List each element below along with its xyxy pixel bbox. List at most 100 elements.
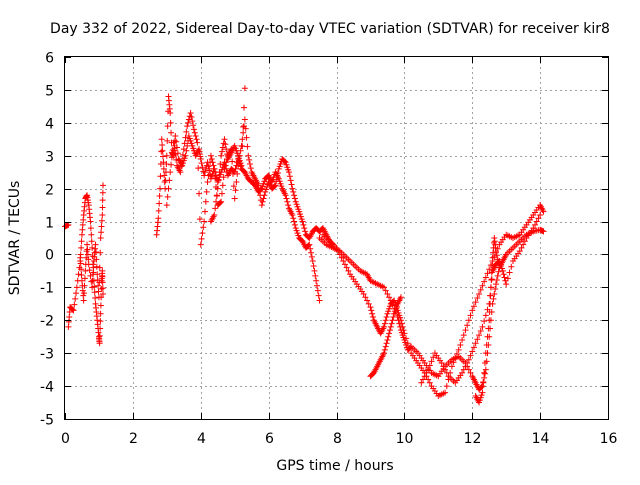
- y-tick-label: 0: [45, 248, 54, 264]
- data-point: [73, 290, 80, 297]
- data-point: [98, 229, 105, 236]
- data-point: [382, 287, 389, 294]
- data-point: [312, 272, 319, 279]
- data-point: [369, 310, 376, 317]
- data-point: [476, 290, 483, 297]
- x-tick-label: 4: [197, 431, 206, 447]
- data-point: [230, 183, 237, 190]
- data-point: [386, 294, 393, 301]
- data-point: [443, 369, 450, 376]
- data-point: [272, 182, 279, 189]
- x-tick-label: 8: [333, 431, 342, 447]
- data-point: [477, 286, 484, 293]
- data-point: [223, 146, 230, 153]
- data-point: [460, 332, 467, 339]
- data-point: [155, 215, 162, 222]
- data-point: [157, 173, 164, 180]
- data-point: [407, 344, 414, 351]
- data-point: [482, 350, 489, 357]
- data-point: [241, 104, 248, 111]
- data-point: [493, 276, 500, 283]
- data-point: [81, 275, 88, 282]
- data-point: [164, 193, 171, 200]
- data-point: [381, 346, 388, 353]
- data-point: [484, 270, 491, 277]
- data-point: [168, 129, 175, 136]
- data-point: [487, 292, 494, 299]
- data-point: [157, 185, 164, 192]
- data-point: [382, 343, 389, 350]
- data-point: [99, 197, 106, 204]
- x-tick-label: 14: [532, 431, 550, 447]
- data-point: [95, 294, 102, 301]
- data-point: [470, 303, 477, 310]
- data-point: [464, 360, 471, 367]
- chart-title: Day 332 of 2022, Sidereal Day-to-day VTE…: [50, 21, 610, 37]
- data-point: [234, 170, 241, 177]
- data-point: [488, 276, 495, 283]
- data-point: [185, 119, 192, 126]
- data-point: [194, 139, 201, 146]
- data-point: [167, 109, 174, 116]
- data-point: [481, 278, 488, 285]
- data-point: [207, 152, 214, 159]
- data-point: [305, 242, 312, 249]
- data-point: [192, 132, 199, 139]
- data-point: [203, 188, 210, 195]
- points-layer: [62, 85, 547, 406]
- data-point: [508, 263, 515, 270]
- data-point: [533, 218, 540, 225]
- data-point: [336, 251, 343, 258]
- data-point: [281, 158, 288, 165]
- data-point: [482, 312, 489, 319]
- data-point: [467, 352, 474, 359]
- data-point: [291, 195, 298, 202]
- data-point: [273, 178, 280, 185]
- data-point: [215, 177, 222, 184]
- data-point: [381, 323, 388, 330]
- data-point: [86, 267, 93, 274]
- data-point: [244, 143, 251, 150]
- data-point: [232, 187, 239, 194]
- data-point: [491, 290, 498, 297]
- grid-layer: [65, 57, 608, 419]
- data-point: [217, 160, 224, 167]
- data-point: [486, 309, 493, 316]
- data-point: [197, 241, 204, 248]
- data-point: [87, 218, 94, 225]
- data-point: [291, 218, 298, 225]
- data-point: [462, 363, 469, 370]
- data-point: [467, 369, 474, 376]
- data-point: [308, 253, 315, 260]
- data-point: [167, 119, 174, 126]
- data-point: [159, 153, 166, 160]
- data-point: [443, 383, 450, 390]
- data-point: [245, 152, 252, 159]
- data-point: [77, 260, 84, 267]
- data-point: [460, 366, 467, 373]
- data-point: [384, 290, 391, 297]
- data-point: [535, 215, 542, 222]
- data-point: [158, 148, 165, 155]
- data-point: [483, 341, 490, 348]
- data-point: [487, 300, 494, 307]
- data-point: [163, 160, 170, 167]
- data-point: [362, 294, 369, 301]
- data-point: [183, 128, 190, 135]
- data-point: [201, 169, 208, 176]
- data-point: [493, 281, 500, 288]
- data-point: [500, 271, 507, 278]
- data-point: [171, 145, 178, 152]
- data-point: [199, 230, 206, 237]
- data-point: [360, 290, 367, 297]
- data-point: [274, 174, 281, 181]
- data-point: [311, 267, 318, 274]
- data-point: [222, 162, 229, 169]
- data-point: [271, 183, 278, 190]
- data-point: [99, 189, 106, 196]
- data-point: [282, 192, 289, 199]
- data-point: [180, 146, 187, 153]
- data-point: [479, 282, 486, 289]
